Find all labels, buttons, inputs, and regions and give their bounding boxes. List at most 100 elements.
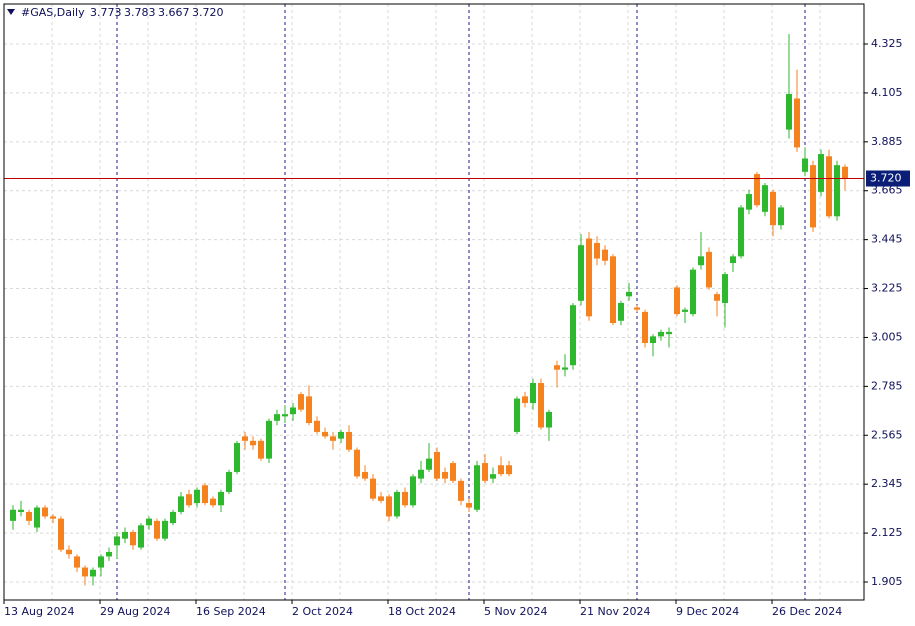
candle-body [490, 474, 496, 479]
header-close: 3.720 [192, 6, 224, 19]
candle-body [306, 396, 312, 424]
y-tick-label: 3.005 [871, 330, 903, 343]
y-tick-label: 4.325 [871, 37, 903, 50]
candle-body [762, 185, 768, 212]
candle-body [266, 420, 272, 459]
candle-body [410, 476, 416, 506]
candle-body [754, 174, 760, 206]
candle-body [842, 166, 848, 179]
candle-body [418, 469, 424, 479]
candle-body [450, 463, 456, 481]
candle-body [498, 465, 504, 475]
candle-body [586, 238, 592, 317]
y-tick-label: 3.885 [871, 135, 903, 148]
candle-body [386, 496, 392, 517]
candle-body [170, 511, 176, 524]
y-tick-label: 1.905 [871, 575, 903, 588]
candle-body [434, 451, 440, 479]
candle-body [10, 509, 16, 521]
candle-body [218, 491, 224, 506]
candle-body [34, 507, 40, 528]
axis-layer: 1.905 2.125 2.345 2.565 2.785 3.005 3.225 3.445… [3, 37, 910, 618]
candle-body [666, 331, 672, 335]
x-tick-label: 29 Aug 2024 [100, 605, 170, 618]
candle-body [658, 331, 664, 337]
candle-body [602, 249, 608, 261]
y-tick-label: 2.565 [871, 428, 903, 441]
candle-body [98, 556, 104, 568]
y-tick-label: 2.345 [871, 477, 903, 490]
menu-arrow[interactable] [7, 9, 15, 15]
candle-body [370, 478, 376, 499]
candles [4, 34, 864, 586]
y-tick-label: 4.105 [871, 86, 903, 99]
header-low: 3.667 [158, 6, 190, 19]
candle-body [26, 511, 32, 521]
candle-body [234, 443, 240, 472]
candle-body [394, 491, 400, 517]
candle-body [122, 531, 128, 539]
candle-body [778, 207, 784, 226]
candle-body [802, 158, 808, 172]
price-label-box [866, 170, 910, 187]
candle-body [314, 420, 320, 432]
candle-body [146, 518, 152, 526]
candle-body [818, 154, 824, 192]
candle-body [570, 305, 576, 366]
x-tick-label: 26 Dec 2024 [772, 605, 842, 618]
candle-body [546, 411, 552, 428]
candle-body [562, 367, 568, 370]
x-tick-label: 21 Nov 2024 [580, 605, 650, 618]
candle-body [746, 194, 752, 210]
candle-body [642, 311, 648, 344]
candle-body [154, 520, 160, 539]
y-tick-label: 3.445 [871, 233, 903, 246]
candle-body [322, 431, 328, 437]
candle-body [482, 463, 488, 481]
candle-body [50, 516, 56, 519]
candle-body [674, 287, 680, 315]
candle-body [298, 394, 304, 410]
candle-body [514, 398, 520, 432]
y-tick-label: 3.225 [871, 282, 903, 295]
y-tick-label: 3.665 [871, 184, 903, 197]
candle-body [506, 465, 512, 475]
x-tick-label: 2 Oct 2024 [292, 605, 353, 618]
candle-body [242, 436, 248, 441]
candle-body [114, 536, 120, 546]
candle-body [274, 414, 280, 421]
header-open: 3.773 [90, 6, 122, 19]
candle-body [258, 440, 264, 459]
x-tick-label: 9 Dec 2024 [676, 605, 739, 618]
candle-body [226, 471, 232, 492]
candle-body [650, 336, 656, 344]
candle-body [250, 440, 256, 446]
candle-body [594, 242, 600, 259]
x-tick-label: 18 Oct 2024 [388, 605, 456, 618]
candle-body [106, 551, 112, 557]
candle-body [538, 383, 544, 428]
candle-body [90, 569, 96, 577]
candle-body [330, 436, 336, 441]
candle-body [42, 507, 48, 517]
candle-body [794, 98, 800, 148]
candle-body [346, 431, 352, 450]
grid-layer [4, 4, 864, 600]
candle-body [162, 520, 168, 539]
x-tick-label: 16 Sep 2024 [196, 605, 266, 618]
candle-body [698, 256, 704, 266]
candle-body [810, 165, 816, 228]
candle-body [522, 396, 528, 404]
candle-body [282, 414, 288, 417]
y-tick-label: 2.125 [871, 526, 903, 539]
candle-body [138, 525, 144, 548]
candle-body [58, 518, 64, 550]
candle-body [722, 274, 728, 304]
candle-body [74, 556, 80, 568]
candle-body [178, 496, 184, 512]
candle-body [82, 567, 88, 577]
candle-body [682, 309, 688, 312]
candle-body [786, 94, 792, 130]
